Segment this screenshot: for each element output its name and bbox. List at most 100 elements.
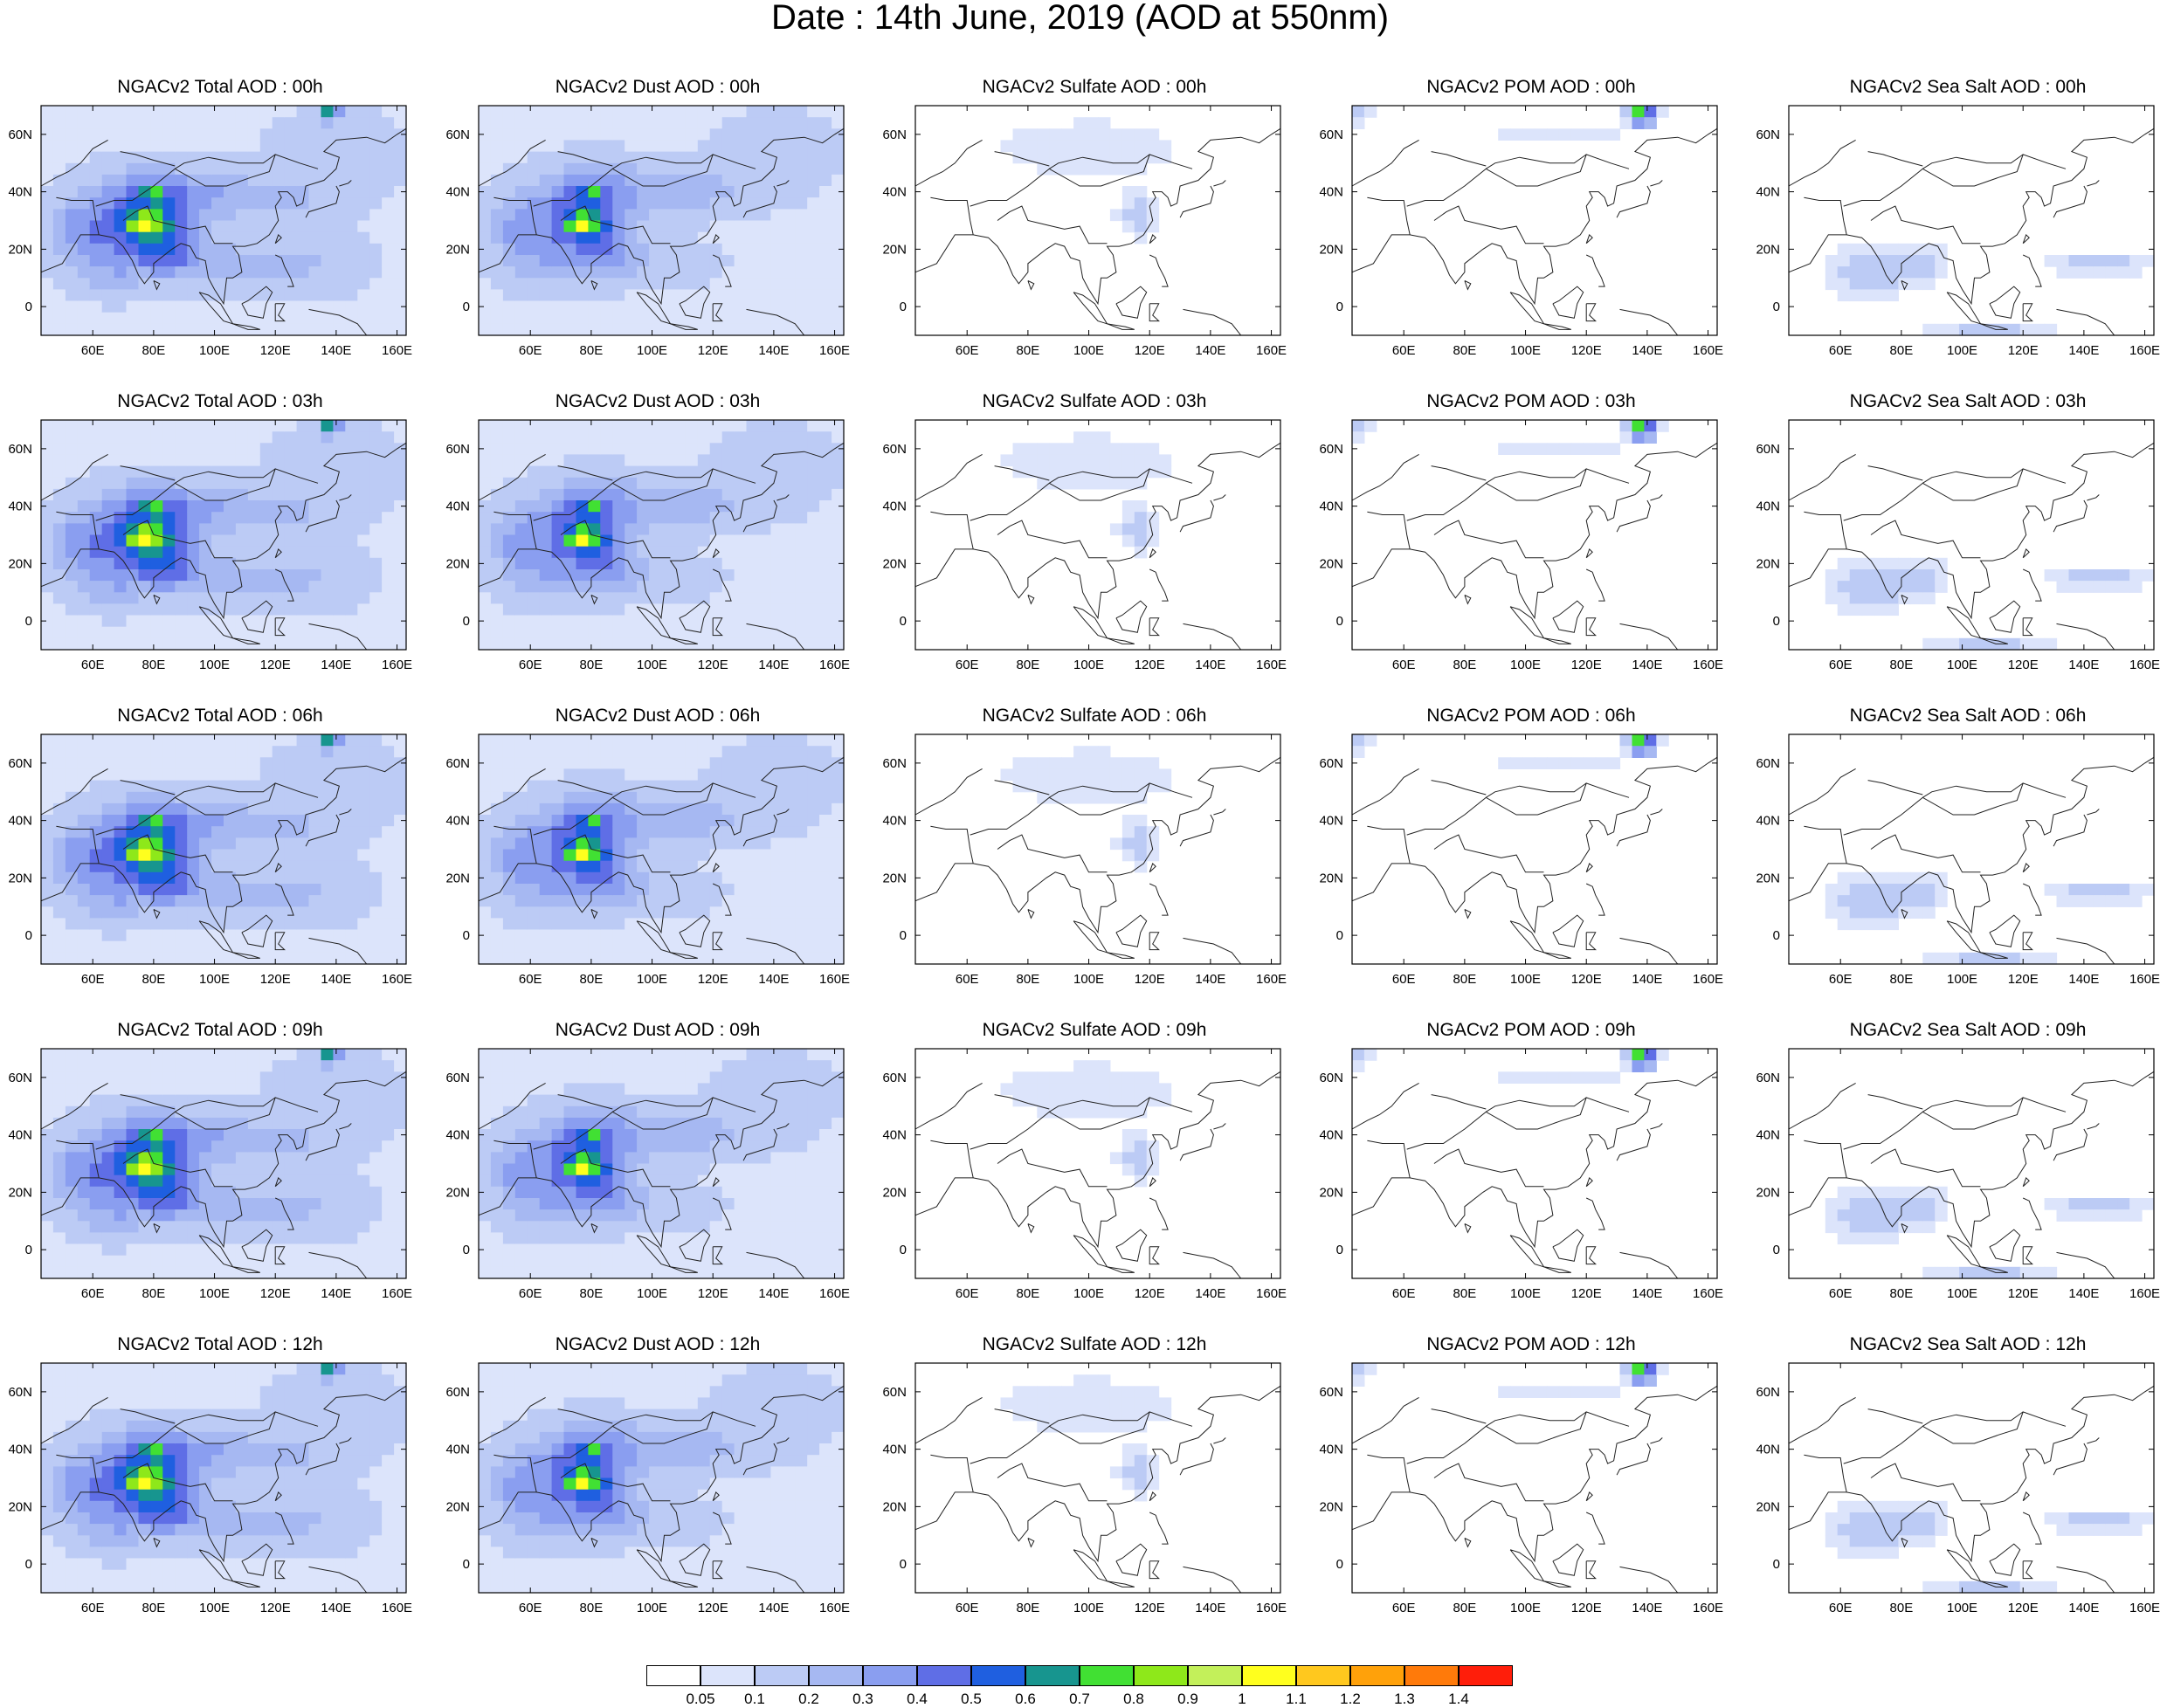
lat-tick-label: 60N [8,442,32,457]
map-frame [1351,1362,1718,1594]
colorbar-swatch [646,1665,700,1686]
lat-tick-label: 0 [25,928,32,943]
lon-tick-label: 60E [81,343,105,358]
lon-tick-label: 120E [260,658,291,672]
lat-tick-label: 60N [1756,1385,1780,1400]
lon-tick-label: 80E [142,972,166,987]
lon-tick-label: 60E [1392,972,1416,987]
panel-title: NGACv2 Sea Salt AOD : 09h [1849,1020,2087,1040]
lon-tick-label: 140E [321,343,351,358]
lon-tick-label: 60E [81,658,105,672]
lon-tick-label: 160E [2129,1286,2160,1301]
panel-title: NGACv2 Sea Salt AOD : 06h [1849,706,2087,726]
colorbar-swatch [1188,1665,1242,1686]
map-frame [478,105,845,336]
lat-tick-label: 60N [8,127,32,142]
lon-tick-label: 100E [637,658,667,672]
map-frame [1788,1048,2155,1279]
lon-tick-label: 160E [2129,1601,2160,1615]
map-frame [1788,419,2155,651]
coastlines [914,1385,1281,1594]
lat-tick-label: 60N [1756,1071,1780,1085]
lat-tick-label: 0 [25,300,32,314]
aod-map: 60E 80E 100E 120E 140E 160E 60N 40N 20N 0 [1319,105,1723,358]
aod-map: 60E 80E 100E 120E 140E 160E 60N 40N 20N 0 [445,419,850,672]
lon-tick-label: 120E [2008,1286,2039,1301]
lon-tick-label: 60E [1829,1601,1853,1615]
map-frame [40,105,407,336]
map-frame [914,1362,1281,1594]
lat-tick-label: 40N [1756,185,1780,200]
map-panel: NGACv2 Sea Salt AOD : 12h 60E 80E 100E 120E 1… [1756,1335,2160,1632]
lat-tick-label: 20N [8,556,32,571]
lon-tick-label: 120E [1571,343,1602,358]
lon-tick-label: 140E [2068,972,2099,987]
lon-tick-label: 60E [1392,1286,1416,1301]
lon-tick-label: 120E [260,972,291,987]
aod-map: 60E 80E 100E 120E 140E 160E 60N 40N 20N 0 [445,1048,850,1301]
lat-tick-label: 0 [463,300,470,314]
aod-field [1825,871,2155,965]
lon-tick-label: 60E [1829,343,1853,358]
lat-tick-label: 0 [1336,1243,1343,1257]
lon-tick-label: 140E [1632,1286,1662,1301]
lon-tick-label: 80E [1017,972,1040,987]
panel-title: NGACv2 Dust AOD : 12h [555,1334,761,1354]
lat-tick-label: 60N [1756,127,1780,142]
lat-tick-label: 0 [1773,300,1780,314]
lat-tick-label: 0 [1336,300,1343,314]
coastlines [1351,442,1718,651]
lon-tick-label: 140E [2068,658,2099,672]
panel-title: NGACv2 Dust AOD : 09h [555,1020,761,1040]
lon-tick-label: 60E [519,972,542,987]
coastlines [1351,1385,1718,1594]
lon-tick-label: 120E [698,658,728,672]
lon-tick-label: 80E [1017,1286,1040,1301]
lon-tick-label: 140E [758,972,789,987]
lat-tick-label: 0 [25,1557,32,1572]
lon-tick-label: 120E [1571,1286,1602,1301]
aod-map: 60E 80E 100E 120E 140E 160E 60N 40N 20N 0 [445,105,850,358]
lat-tick-label: 0 [463,1243,470,1257]
lon-tick-label: 60E [1829,658,1853,672]
lon-tick-label: 140E [758,1601,789,1615]
coastlines [1788,1385,2155,1594]
lat-tick-label: 40N [1319,185,1343,200]
lat-tick-label: 60N [445,1385,470,1400]
lon-tick-label: 60E [519,1601,542,1615]
lon-tick-label: 140E [321,1601,351,1615]
lon-tick-label: 120E [1571,972,1602,987]
map-panel: NGACv2 Dust AOD : 00h 60E 80E 100E 120E 140E 1… [445,78,850,375]
lat-tick-label: 20N [1319,556,1343,571]
map-panel: NGACv2 Sea Salt AOD : 03h 60E 80E 100E 120E 1… [1756,392,2160,689]
lat-tick-label: 20N [882,1499,907,1514]
lon-tick-label: 140E [1632,972,1662,987]
lat-tick-label: 60N [8,756,32,771]
lon-tick-label: 160E [1693,972,1723,987]
lat-tick-label: 0 [25,1243,32,1257]
aod-map: 60E 80E 100E 120E 140E 160E 60N 40N 20N 0 [1319,1362,1723,1615]
map-frame [914,733,1281,965]
aod-field [479,420,845,651]
lon-tick-label: 80E [142,658,166,672]
lon-tick-label: 100E [1510,343,1541,358]
map-panel: NGACv2 Total AOD : 00h 60E 80E 100E 120E 140E… [8,77,412,375]
coastlines [914,127,1281,336]
lon-tick-label: 140E [758,343,789,358]
lon-tick-label: 60E [519,343,542,358]
colorbar-label: 0.1 [744,1691,765,1707]
lat-tick-label: 0 [900,1243,907,1257]
map-frame [1788,733,2155,965]
aod-field [1000,117,1172,244]
map-frame [914,419,1281,651]
panel-title: NGACv2 Total AOD : 00h [117,77,323,97]
aod-map: 60E 80E 100E 120E 140E 160E 60N 40N 20N 0 [1756,105,2160,358]
lon-tick-label: 160E [819,1601,850,1615]
lon-tick-label: 60E [1829,1286,1853,1301]
lon-tick-label: 160E [819,972,850,987]
lat-tick-label: 60N [445,1071,470,1085]
lon-tick-label: 120E [260,1601,291,1615]
lon-tick-label: 120E [1135,972,1165,987]
lat-tick-label: 60N [8,1071,32,1085]
lat-tick-label: 20N [8,1185,32,1200]
